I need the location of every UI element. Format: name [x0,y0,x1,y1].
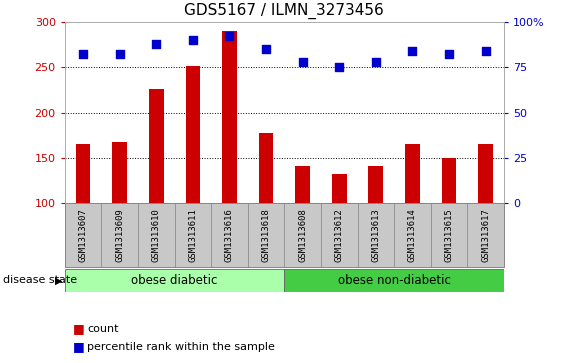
Bar [431,203,467,267]
Bar [113,142,127,203]
Text: GSM1313617: GSM1313617 [481,208,490,262]
Text: GSM1313615: GSM1313615 [445,208,453,262]
Point [261,46,270,52]
Text: GSM1313607: GSM1313607 [79,208,87,262]
Point [445,52,454,57]
Text: GSM1313608: GSM1313608 [298,208,307,262]
Text: ▶: ▶ [55,276,62,285]
Point [334,64,343,70]
Point [79,52,88,57]
Point [115,52,124,57]
Bar [211,203,248,267]
Bar [149,89,164,203]
Bar [175,203,211,267]
Text: GSM1313614: GSM1313614 [408,208,417,262]
Point [481,48,490,54]
Bar [101,203,138,267]
Text: disease state: disease state [3,276,77,285]
Bar [186,66,200,203]
Text: GSM1313613: GSM1313613 [372,208,380,262]
Text: ■: ■ [73,340,85,353]
Bar [442,158,457,203]
Text: GSM1313616: GSM1313616 [225,208,234,262]
Bar [75,144,91,203]
Bar [358,203,394,267]
Point [372,59,381,65]
Text: GSM1313610: GSM1313610 [152,208,160,262]
Bar [479,144,493,203]
Text: GSM1313618: GSM1313618 [262,208,270,262]
Bar [258,134,274,203]
Text: GSM1313611: GSM1313611 [189,208,197,262]
Bar [284,269,504,292]
Bar [467,203,504,267]
Bar [405,144,420,203]
Bar [65,269,284,292]
Text: obese diabetic: obese diabetic [131,274,218,287]
Bar [284,203,321,267]
Bar [394,203,431,267]
Bar [248,203,284,267]
Text: obese non-diabetic: obese non-diabetic [338,274,450,287]
Point [298,59,307,65]
Bar [368,166,383,203]
Point [152,41,161,46]
Bar [65,203,101,267]
Text: percentile rank within the sample: percentile rank within the sample [87,342,275,352]
Text: GSM1313612: GSM1313612 [335,208,343,262]
Bar [138,203,175,267]
Title: GDS5167 / ILMN_3273456: GDS5167 / ILMN_3273456 [185,3,384,19]
Bar [295,166,310,203]
Point [408,48,417,54]
Bar [332,174,347,203]
Point [188,37,197,43]
Text: ■: ■ [73,322,85,335]
Bar [222,31,237,203]
Point [225,33,234,39]
Bar [321,203,358,267]
Text: GSM1313609: GSM1313609 [115,208,124,262]
Text: count: count [87,323,119,334]
